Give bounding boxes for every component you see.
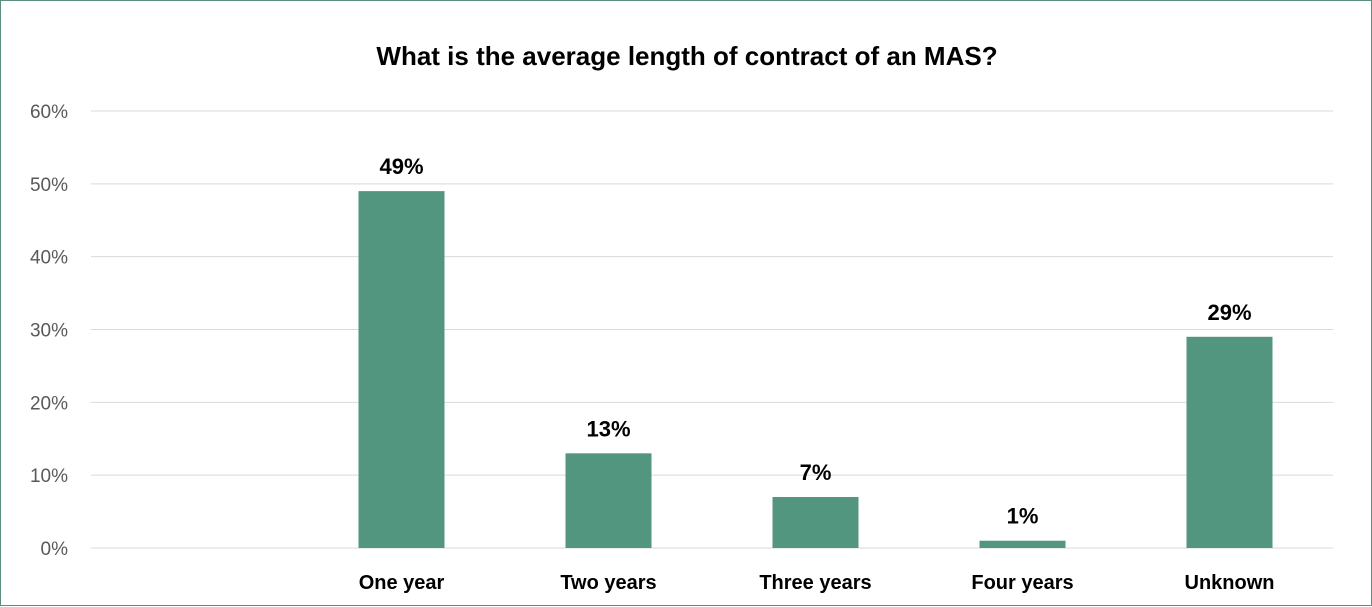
bar-four-years <box>979 540 1066 548</box>
data-labels: 49% 13% 7% 1% 29% <box>379 154 1251 529</box>
data-label: 13% <box>586 416 630 441</box>
x-tick-label: Four years <box>971 572 1073 594</box>
data-label: 7% <box>800 460 832 485</box>
y-axis-ticks: 0% 10% 20% 30% 40% 50% 60% <box>30 102 68 560</box>
bar-two-years <box>565 453 652 548</box>
x-tick-label: Two years <box>560 572 656 594</box>
x-tick-label: Unknown <box>1185 572 1275 594</box>
bar-unknown <box>1186 336 1273 548</box>
x-axis-ticks: One year Two years Three years Four years Un… <box>359 572 1275 594</box>
bars <box>358 191 1273 548</box>
y-tick-label: 10% <box>30 466 68 487</box>
y-tick-label: 30% <box>30 321 68 342</box>
x-tick-label: Three years <box>759 572 871 594</box>
y-tick-label: 50% <box>30 175 68 196</box>
y-tick-label: 20% <box>30 393 68 414</box>
bar-three-years <box>772 497 859 548</box>
bar-one-year <box>358 191 445 548</box>
data-label: 49% <box>379 154 423 179</box>
data-label: 29% <box>1207 300 1251 325</box>
y-tick-label: 40% <box>30 248 68 269</box>
gridlines <box>91 110 1333 549</box>
chart-title: What is the average length of contract o… <box>376 41 998 71</box>
y-tick-label: 0% <box>41 539 69 560</box>
x-tick-label: One year <box>359 572 445 594</box>
y-tick-label: 60% <box>30 102 68 123</box>
data-label: 1% <box>1007 504 1039 529</box>
